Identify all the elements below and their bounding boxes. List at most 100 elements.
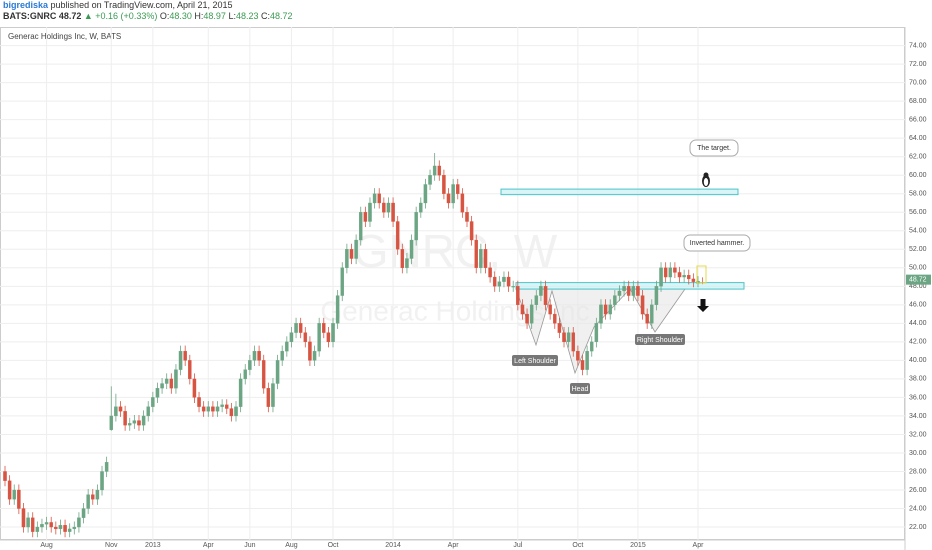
candle-body [668, 267, 673, 278]
candle-body [405, 258, 409, 268]
candle-body [613, 295, 617, 305]
candle-body [127, 423, 132, 426]
candle-body [460, 193, 465, 213]
symbol: BATS:GNRC 48.72 [3, 11, 82, 21]
candle-body [91, 494, 95, 500]
y-tick-label: 32.00 [909, 431, 927, 438]
candle-body [428, 175, 432, 185]
grid [0, 27, 905, 540]
candle-body [432, 165, 437, 176]
candle-body [201, 406, 206, 412]
candle-body [174, 369, 178, 389]
candle-body [502, 276, 506, 282]
candle-body [132, 420, 137, 424]
y-tick-label: 56.00 [909, 209, 927, 216]
change: ▲ +0.16 (+0.33%) [83, 11, 158, 21]
candle-body [479, 249, 483, 268]
candle-body [696, 280, 700, 284]
candle-body [72, 526, 77, 530]
candle-body [594, 323, 599, 343]
last-price-tag [906, 274, 931, 285]
x-tick-label: 2015 [630, 542, 646, 549]
y-tick-label: 40.00 [909, 357, 927, 364]
y-tick-label: 72.00 [909, 61, 927, 68]
y-tick-label: 38.00 [909, 376, 927, 383]
x-tick-label: 2013 [145, 542, 161, 549]
candle-body [386, 202, 391, 213]
candle-body [331, 323, 335, 343]
candle-body [645, 313, 649, 324]
candle-body [86, 494, 90, 509]
author[interactable]: bigrediska [3, 0, 49, 10]
header: bigrediska published on TradingView.com,… [0, 0, 932, 27]
candle-body [44, 522, 49, 525]
candle-body [603, 304, 608, 315]
candle-body [548, 304, 552, 315]
candle-body [275, 360, 280, 384]
y-tick-label: 30.00 [909, 450, 927, 457]
candle-body [238, 378, 243, 407]
y-tick-label: 50.00 [909, 265, 927, 272]
x-tick-label: Aug [40, 542, 53, 549]
candle-body [81, 508, 86, 518]
annotation: Right Shoulder [637, 337, 684, 344]
x-tick-label: Apr [693, 542, 705, 549]
candle-body [58, 525, 63, 530]
candle-body [151, 397, 155, 407]
candle-body [280, 350, 284, 361]
annotation: Inverted hammer. [690, 240, 745, 247]
candle-body [100, 471, 104, 491]
candle-body [539, 286, 543, 296]
candle-body [622, 286, 626, 292]
candle-body [123, 411, 127, 426]
candle-body [687, 275, 691, 280]
candle-body [673, 267, 677, 273]
candle-body [169, 378, 174, 389]
candle-body [354, 239, 358, 259]
y-tick-label: 54.00 [909, 228, 927, 235]
o-label: O: [159, 11, 170, 21]
bubble-hammer: Inverted hammer. [683, 234, 751, 252]
candle-body [12, 489, 16, 500]
candle-body [640, 295, 645, 315]
h: 48.97 [203, 11, 226, 21]
candle-body [553, 313, 557, 324]
y-tick-label: 68.00 [909, 98, 927, 105]
candle-body [220, 404, 224, 407]
candle-body [636, 286, 640, 296]
annotation: The target. [697, 145, 731, 152]
candle-body [511, 286, 515, 288]
y-tick-label: 34.00 [909, 413, 927, 420]
candle-body [206, 406, 211, 412]
candle-body [317, 323, 321, 352]
candle-body [446, 193, 451, 204]
candle-body [543, 286, 548, 305]
candle-body [322, 323, 326, 333]
candle-body [178, 350, 183, 370]
candle-body [215, 406, 220, 412]
candle-body [248, 360, 252, 370]
chart-title: Generac Holdings Inc, W, BATS [8, 32, 121, 41]
candle-body [358, 212, 363, 241]
candle-body [414, 212, 418, 241]
up-arrow [697, 299, 709, 312]
candle-body [474, 239, 478, 268]
candle-body [650, 304, 654, 324]
candle-body [488, 267, 492, 278]
candle-body [682, 275, 686, 278]
candle-body [520, 304, 525, 315]
candle-body [109, 415, 114, 430]
candle-body [363, 212, 368, 222]
candle-body [17, 489, 21, 509]
candle-body [326, 332, 331, 343]
candle-body [626, 286, 631, 296]
plot-frame [0, 27, 905, 540]
candle-body [289, 332, 294, 343]
candle-body [49, 522, 53, 528]
x-tick-label: Oct [572, 542, 583, 549]
zone [500, 188, 739, 196]
candle-body [589, 341, 594, 352]
candle-body [659, 267, 663, 287]
y-tick-label: 66.00 [909, 117, 927, 124]
candle-body [54, 526, 58, 530]
